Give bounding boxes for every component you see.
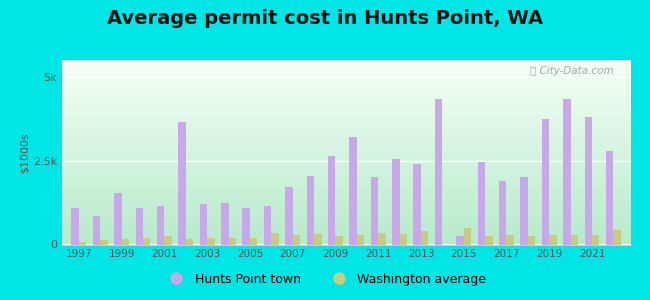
Bar xyxy=(200,204,207,244)
Bar xyxy=(571,235,578,244)
Bar xyxy=(135,208,143,244)
Bar xyxy=(314,234,322,244)
Bar xyxy=(221,202,229,244)
Bar xyxy=(186,239,193,244)
Bar xyxy=(157,206,164,244)
Bar xyxy=(100,241,108,244)
Bar xyxy=(292,235,300,244)
Bar xyxy=(413,164,421,244)
Bar xyxy=(541,119,549,244)
Bar xyxy=(584,117,592,244)
Bar xyxy=(242,208,250,244)
Bar xyxy=(506,235,514,244)
Bar xyxy=(614,230,621,244)
Bar xyxy=(229,238,236,244)
Bar xyxy=(592,235,599,244)
Bar xyxy=(463,228,471,244)
Bar xyxy=(499,181,506,244)
Legend: Hunts Point town, Washington average: Hunts Point town, Washington average xyxy=(159,268,491,291)
Bar xyxy=(370,177,378,244)
Bar xyxy=(400,234,407,244)
Bar xyxy=(392,159,400,244)
Text: ⓘ City-Data.com: ⓘ City-Data.com xyxy=(530,65,614,76)
Bar xyxy=(250,238,257,244)
Bar xyxy=(485,236,493,244)
Bar xyxy=(164,236,172,244)
Bar xyxy=(563,99,571,244)
Bar xyxy=(378,233,385,244)
Bar xyxy=(271,233,279,244)
Bar xyxy=(435,99,443,244)
Bar xyxy=(456,236,463,244)
Bar xyxy=(328,156,335,244)
Y-axis label: $1000s: $1000s xyxy=(20,132,30,172)
Bar xyxy=(521,177,528,244)
Bar xyxy=(207,238,214,244)
Bar xyxy=(264,206,271,244)
Bar xyxy=(335,236,343,244)
Bar xyxy=(79,242,86,244)
Bar xyxy=(528,236,536,244)
Bar xyxy=(93,216,100,244)
Bar xyxy=(357,235,364,244)
Text: Average permit cost in Hunts Point, WA: Average permit cost in Hunts Point, WA xyxy=(107,9,543,28)
Bar xyxy=(549,235,557,244)
Bar xyxy=(178,122,186,244)
Bar xyxy=(143,238,151,244)
Bar xyxy=(72,208,79,244)
Bar xyxy=(114,193,122,244)
Bar xyxy=(122,239,129,244)
Bar xyxy=(606,151,614,244)
Bar xyxy=(421,231,428,244)
Bar xyxy=(285,188,293,244)
Bar xyxy=(478,162,485,244)
Bar xyxy=(349,137,357,244)
Bar xyxy=(307,176,314,244)
